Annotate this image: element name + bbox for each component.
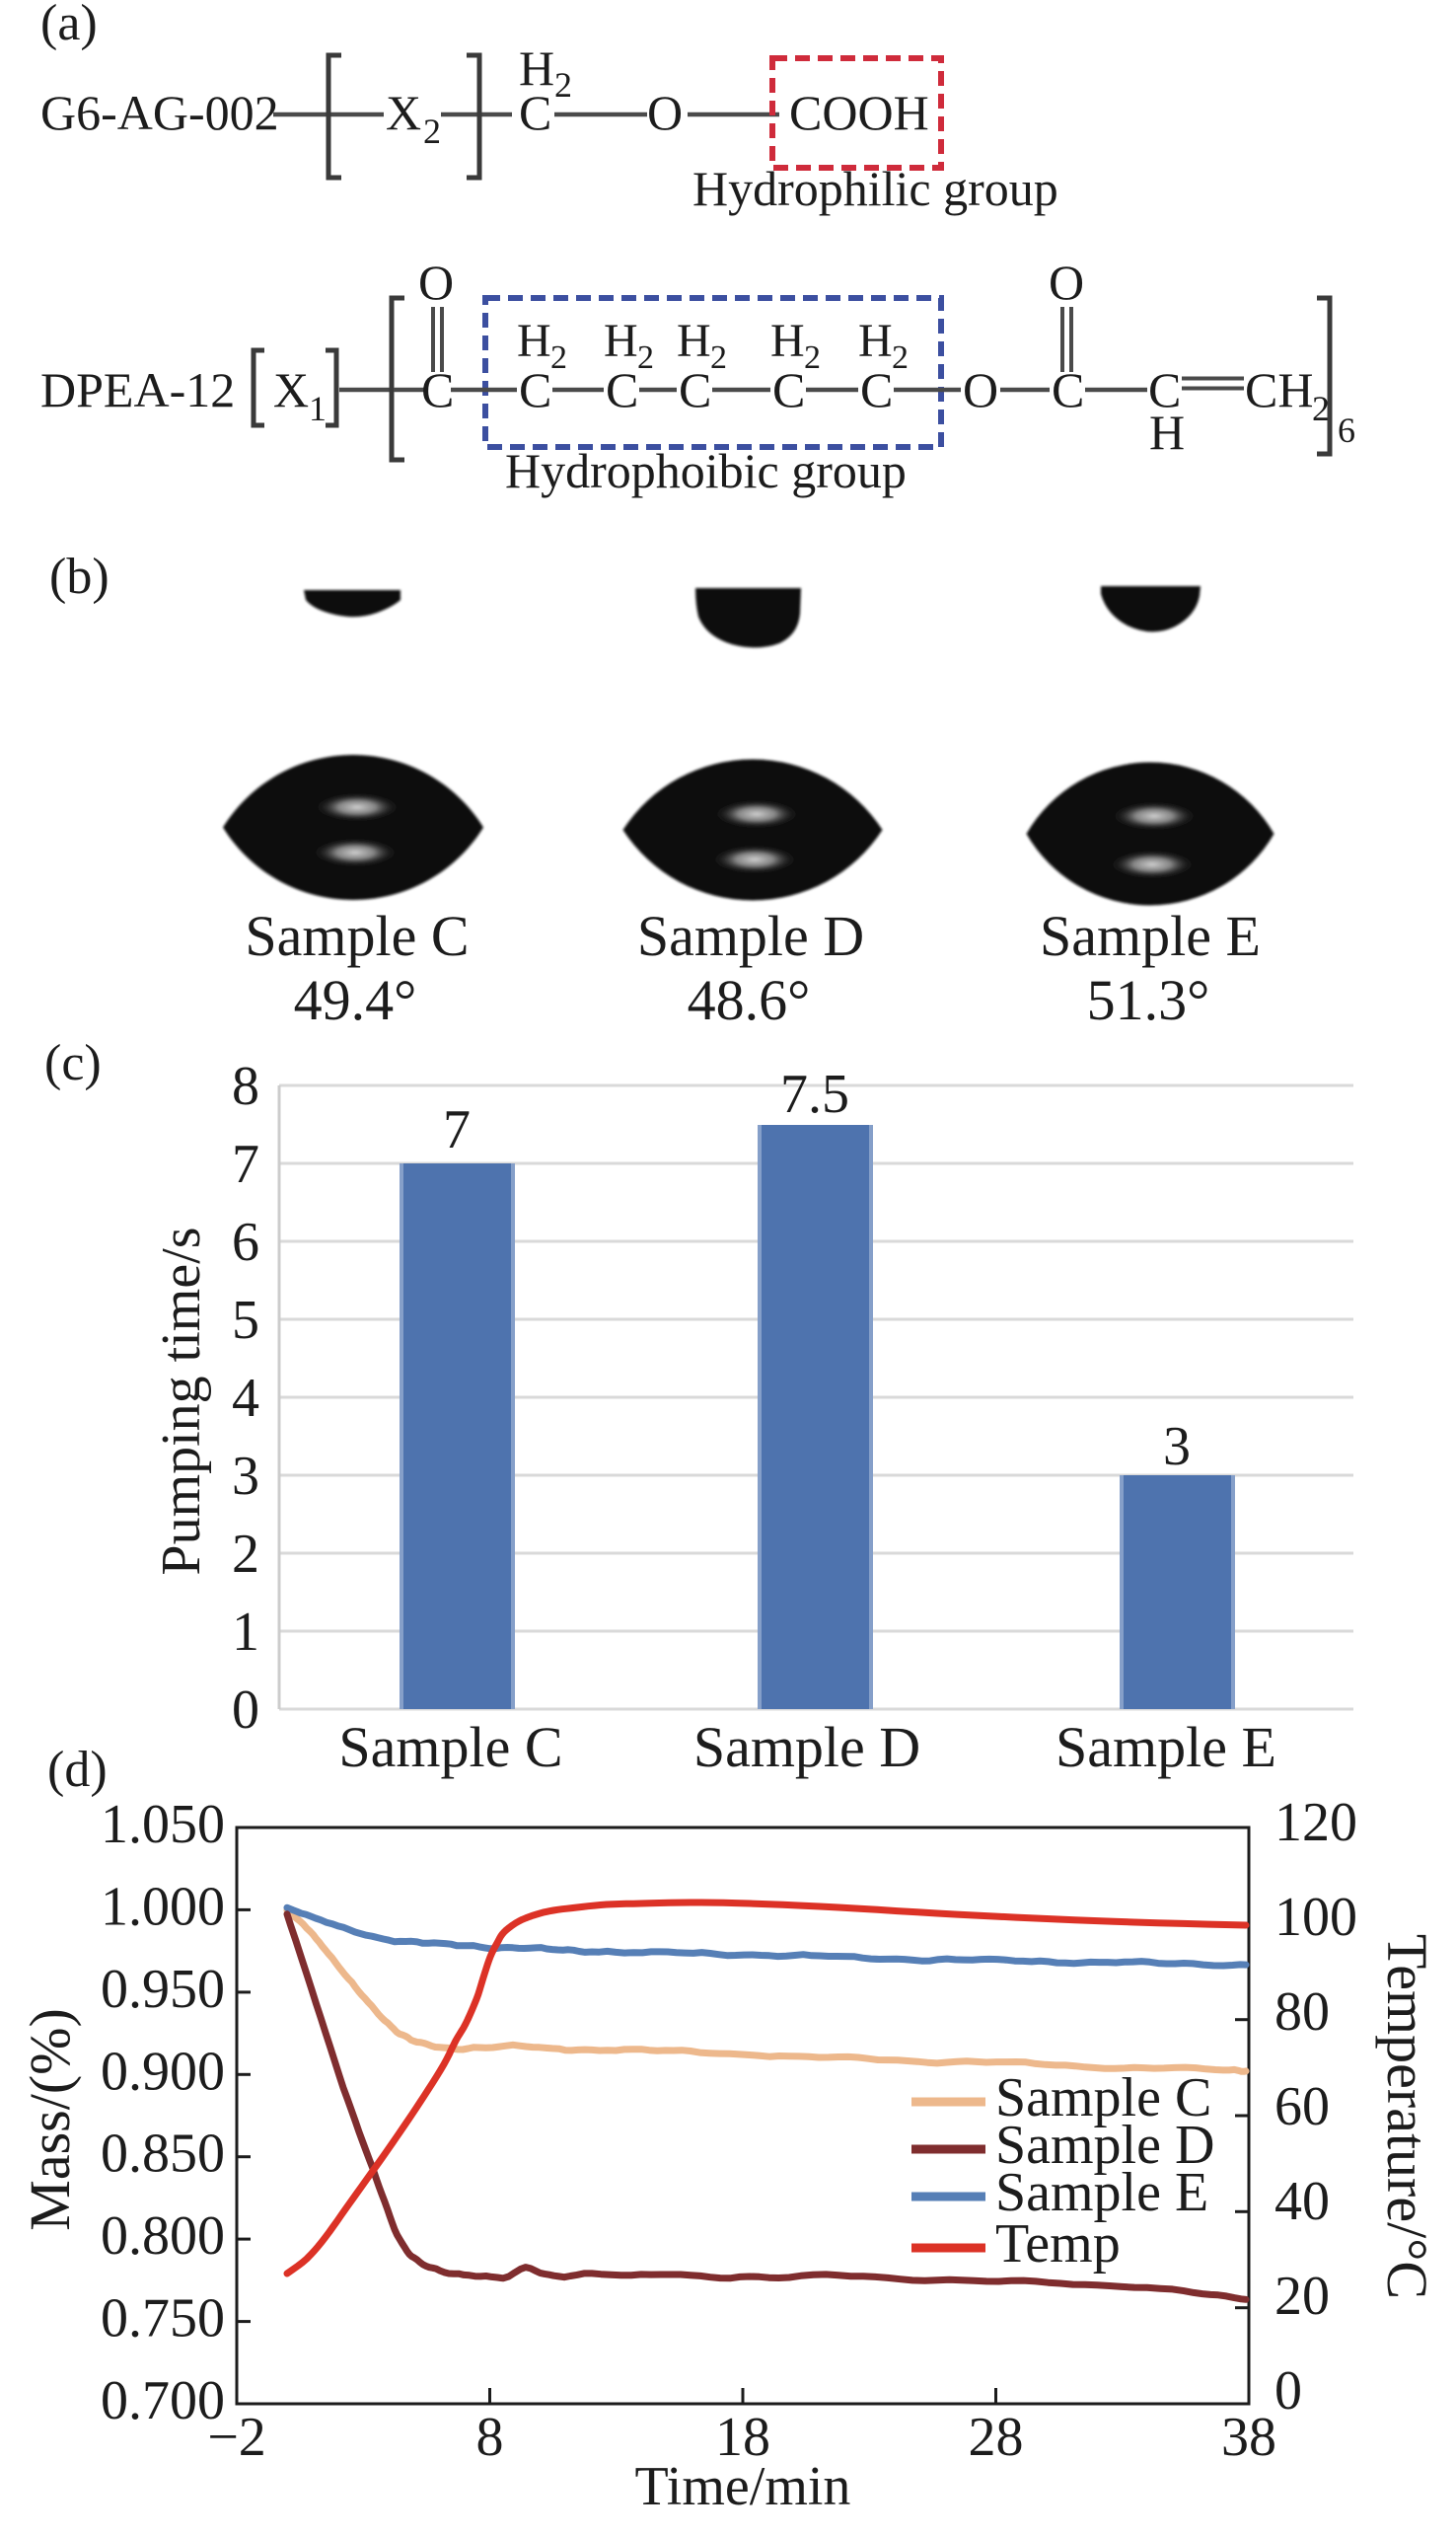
svg-text:3: 3 <box>1163 1416 1191 1477</box>
svg-text:H: H <box>517 315 551 367</box>
svg-text:X: X <box>273 362 309 417</box>
svg-text:H: H <box>770 315 805 367</box>
svg-text:C: C <box>519 362 551 417</box>
svg-text:28: 28 <box>969 2407 1024 2468</box>
svg-text:8: 8 <box>476 2407 504 2468</box>
svg-text:1.000: 1.000 <box>101 1876 225 1937</box>
svg-text:Hydrophoibic group: Hydrophoibic group <box>505 443 907 498</box>
svg-text:(a): (a) <box>40 0 98 51</box>
svg-text:0.800: 0.800 <box>101 2205 225 2267</box>
svg-text:3: 3 <box>232 1446 259 1507</box>
svg-text:0: 0 <box>232 1679 259 1741</box>
svg-text:2: 2 <box>554 65 572 105</box>
svg-text:2: 2 <box>637 339 654 376</box>
svg-text:H: H <box>1149 405 1185 460</box>
svg-text:2: 2 <box>423 112 441 151</box>
svg-text:49.4°: 49.4° <box>294 968 417 1032</box>
svg-text:Sample C: Sample C <box>338 1715 562 1779</box>
svg-text:2: 2 <box>1312 389 1330 428</box>
svg-text:C: C <box>606 362 638 417</box>
svg-text:1.050: 1.050 <box>101 1794 225 1855</box>
svg-text:O: O <box>963 362 998 417</box>
svg-text:38: 38 <box>1221 2407 1276 2468</box>
svg-text:8: 8 <box>232 1056 259 1117</box>
svg-text:1: 1 <box>309 389 327 428</box>
svg-text:Pumping time/s: Pumping time/s <box>151 1227 212 1575</box>
svg-text:120: 120 <box>1274 1792 1357 1853</box>
svg-text:Sample C: Sample C <box>995 2067 1211 2128</box>
svg-text:0.850: 0.850 <box>101 2124 225 2185</box>
svg-text:DPEA-12: DPEA-12 <box>40 362 235 417</box>
svg-text:C: C <box>772 362 805 417</box>
svg-text:Temperature/°C: Temperature/°C <box>1375 1934 1439 2299</box>
svg-text:51.3°: 51.3° <box>1087 968 1210 1032</box>
svg-text:7: 7 <box>232 1134 259 1195</box>
svg-text:20: 20 <box>1274 2266 1330 2327</box>
svg-text:Time/min: Time/min <box>635 2456 851 2517</box>
svg-text:C: C <box>519 85 551 140</box>
svg-text:1: 1 <box>232 1602 259 1663</box>
svg-text:O: O <box>647 85 683 140</box>
svg-text:COOH: COOH <box>789 85 929 140</box>
svg-text:Sample E: Sample E <box>995 2162 1208 2223</box>
svg-text:0.950: 0.950 <box>101 1959 225 2020</box>
svg-text:CH: CH <box>1245 362 1313 417</box>
svg-text:7: 7 <box>443 1099 471 1160</box>
svg-text:Sample E: Sample E <box>1056 1715 1276 1779</box>
svg-text:100: 100 <box>1274 1887 1357 1948</box>
svg-text:X: X <box>386 85 421 140</box>
svg-text:5: 5 <box>232 1290 259 1351</box>
svg-text:2: 2 <box>710 339 727 376</box>
svg-text:80: 80 <box>1274 1981 1330 2043</box>
svg-text:2: 2 <box>550 339 567 376</box>
svg-text:Sample D: Sample D <box>637 904 864 968</box>
svg-text:O: O <box>1049 255 1084 310</box>
svg-text:0.750: 0.750 <box>101 2288 225 2350</box>
svg-text:(b): (b) <box>49 549 109 605</box>
svg-text:2: 2 <box>892 339 909 376</box>
svg-text:C: C <box>1148 362 1181 417</box>
svg-text:Sample E: Sample E <box>1040 904 1261 968</box>
svg-text:Sample D: Sample D <box>995 2115 1214 2176</box>
svg-text:C: C <box>679 362 711 417</box>
svg-text:7.5: 7.5 <box>780 1064 849 1125</box>
svg-text:Sample C: Sample C <box>245 904 469 968</box>
svg-text:Temp: Temp <box>995 2213 1121 2275</box>
svg-text:60: 60 <box>1274 2076 1330 2137</box>
svg-text:−2: −2 <box>207 2407 266 2468</box>
svg-text:40: 40 <box>1274 2171 1330 2232</box>
svg-text:H: H <box>677 315 711 367</box>
svg-text:C: C <box>860 362 893 417</box>
svg-text:(c): (c) <box>44 1035 102 1091</box>
svg-text:H: H <box>858 315 893 367</box>
svg-text:Sample D: Sample D <box>693 1715 920 1779</box>
svg-text:Mass/(%): Mass/(%) <box>18 2008 82 2231</box>
svg-text:0.900: 0.900 <box>101 2041 225 2102</box>
svg-text:C: C <box>421 362 454 417</box>
svg-text:4: 4 <box>232 1368 259 1429</box>
svg-text:(d): (d) <box>47 1742 108 1798</box>
svg-text:2: 2 <box>804 339 821 376</box>
svg-text:6: 6 <box>232 1212 259 1273</box>
svg-text:G6-AG-002: G6-AG-002 <box>40 85 279 140</box>
svg-text:48.6°: 48.6° <box>688 968 811 1032</box>
svg-text:0.700: 0.700 <box>101 2370 225 2431</box>
svg-text:2: 2 <box>232 1524 259 1585</box>
svg-text:18: 18 <box>715 2407 770 2468</box>
svg-text:C: C <box>1052 362 1084 417</box>
svg-text:O: O <box>418 255 454 310</box>
svg-text:H: H <box>519 40 554 96</box>
svg-text:H: H <box>604 315 638 367</box>
svg-text:Hydrophilic group: Hydrophilic group <box>692 161 1058 216</box>
svg-text:6: 6 <box>1338 410 1355 450</box>
svg-text:0: 0 <box>1274 2360 1302 2422</box>
